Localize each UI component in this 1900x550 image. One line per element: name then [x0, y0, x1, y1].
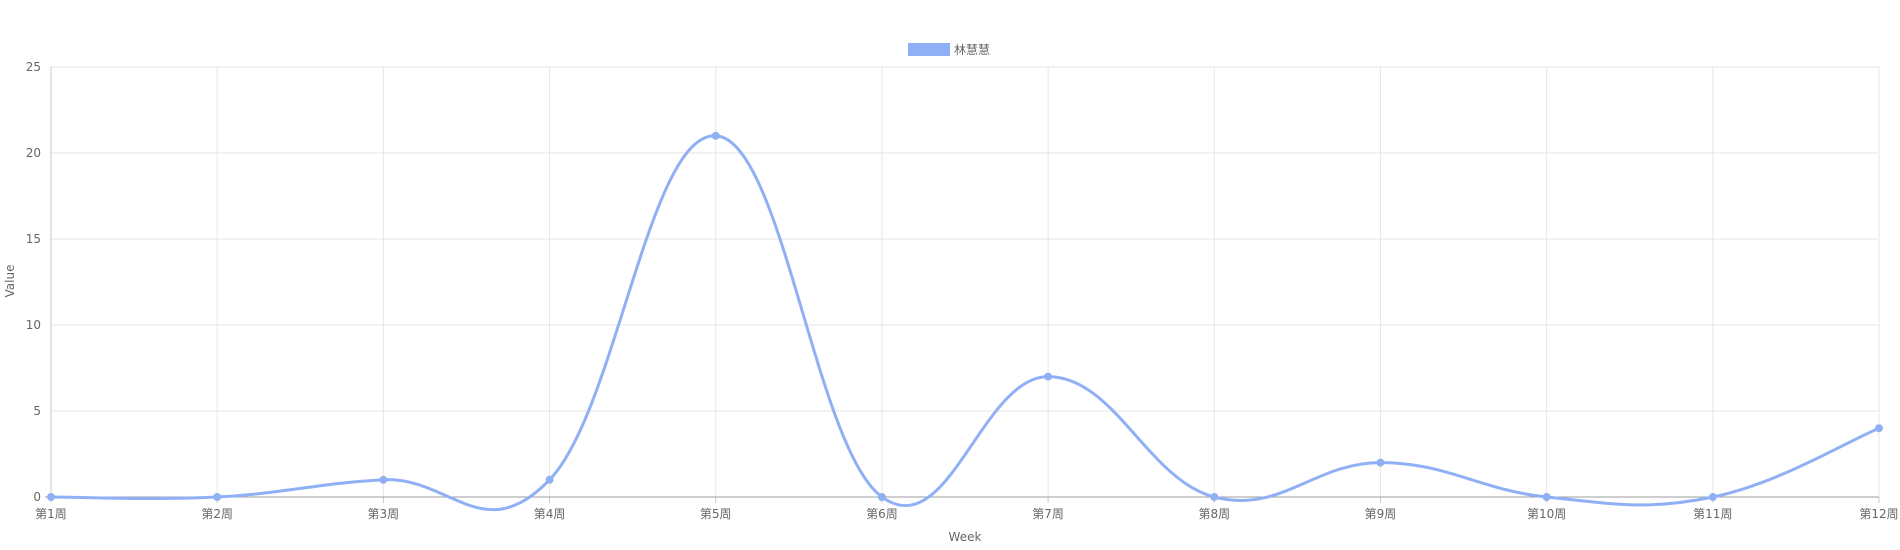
x-tick-label: 第10周 — [1527, 507, 1566, 521]
data-point[interactable] — [1875, 424, 1883, 433]
legend-label[interactable]: 林慧慧 — [954, 42, 990, 57]
data-points — [47, 131, 1883, 501]
y-tick-label: 15 — [26, 232, 41, 246]
data-point[interactable] — [1044, 372, 1053, 381]
y-tick-label: 20 — [26, 146, 41, 160]
series-line — [50, 134, 1880, 512]
x-axis-title: Week — [949, 530, 982, 544]
x-tick-label: 第11周 — [1693, 507, 1732, 521]
y-axis-title: Value — [3, 265, 17, 298]
data-point[interactable] — [877, 493, 886, 501]
y-tick-label: 5 — [33, 404, 41, 418]
data-point[interactable] — [1376, 458, 1385, 467]
y-tick-label: 25 — [26, 60, 41, 74]
data-point[interactable] — [545, 475, 554, 484]
grid — [51, 66, 1880, 497]
data-point[interactable] — [1542, 493, 1551, 501]
data-point[interactable] — [379, 475, 388, 484]
x-tick-label: 第8周 — [1198, 507, 1230, 521]
tick-labels: 0 5 10 15 20 25 第1周 第2周 第3周 第4周 第5周 第6周 第7周 第8周 第9周 第10… — [26, 60, 1899, 521]
x-tick-label: 第7周 — [1032, 507, 1064, 521]
x-tick-label: 第1周 — [35, 507, 67, 521]
data-point[interactable] — [47, 493, 55, 501]
x-tick-label: 第4周 — [534, 507, 566, 521]
x-tick-label: 第3周 — [368, 507, 400, 521]
legend-swatch[interactable] — [908, 43, 950, 56]
data-point[interactable] — [213, 493, 222, 501]
series — [50, 134, 1880, 512]
legend[interactable]: 林慧慧 — [908, 42, 990, 57]
data-point[interactable] — [711, 131, 720, 140]
x-tick-label: 第2周 — [201, 507, 233, 521]
data-point[interactable] — [1708, 493, 1717, 501]
x-tick-label: 第6周 — [866, 507, 898, 521]
y-tick-label: 0 — [33, 490, 41, 504]
data-point[interactable] — [1210, 493, 1219, 501]
x-tick-label: 第5周 — [700, 507, 732, 521]
axes — [45, 67, 1880, 503]
x-tick-label: 第9周 — [1365, 507, 1397, 521]
y-tick-label: 10 — [26, 318, 41, 332]
x-tick-label: 第12周 — [1859, 507, 1898, 521]
